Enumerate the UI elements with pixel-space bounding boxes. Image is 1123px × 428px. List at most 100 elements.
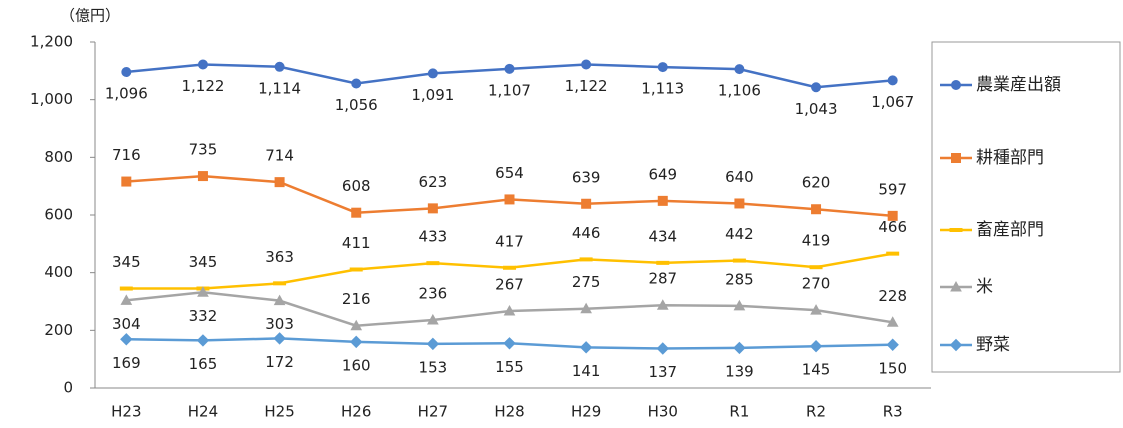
point <box>503 337 516 350</box>
point <box>733 341 746 355</box>
point <box>503 265 516 270</box>
data-label: 639 <box>572 168 601 186</box>
data-label: 270 <box>802 275 831 293</box>
point <box>350 319 363 331</box>
data-label: 640 <box>725 168 754 186</box>
point <box>887 210 898 221</box>
data-label: 216 <box>342 290 371 308</box>
point <box>886 338 899 351</box>
data-label: 417 <box>495 232 524 250</box>
point <box>503 304 516 316</box>
data-label: 1,122 <box>565 77 608 95</box>
legend-marker <box>949 228 963 232</box>
data-label: 267 <box>495 276 524 294</box>
point <box>274 61 285 72</box>
point <box>427 68 438 79</box>
x-tick-label: H26 <box>341 403 371 421</box>
point <box>811 82 822 93</box>
point <box>581 59 592 70</box>
data-label: 141 <box>572 362 601 380</box>
x-tick-label: R1 <box>729 403 749 421</box>
point <box>351 78 362 89</box>
x-tick-label: H25 <box>264 403 294 421</box>
point <box>810 304 822 315</box>
x-tick-label: H29 <box>571 403 601 421</box>
y-tick-label: 0 <box>63 379 73 397</box>
data-label: 345 <box>189 253 218 271</box>
x-tick-label: H27 <box>418 403 448 421</box>
point <box>732 258 746 263</box>
point <box>120 333 133 346</box>
x-tick-label: R2 <box>806 403 826 421</box>
y-tick-label: 1,000 <box>30 90 73 108</box>
data-label: 139 <box>725 362 754 380</box>
data-label: 735 <box>189 141 218 159</box>
point <box>197 171 208 182</box>
data-label: 1,056 <box>335 96 378 114</box>
y-tick-label: 600 <box>44 206 73 224</box>
legend-marker <box>949 338 963 352</box>
x-tick-label: H23 <box>111 403 141 421</box>
point <box>350 335 363 349</box>
point <box>119 286 133 291</box>
y-tick-label: 800 <box>44 148 73 166</box>
legend-marker <box>950 280 962 292</box>
legend-marker <box>951 153 961 163</box>
point <box>196 334 210 347</box>
data-label: 608 <box>342 177 371 195</box>
data-label: 332 <box>189 307 218 325</box>
point <box>656 260 670 265</box>
unit-label: （億円） <box>60 7 120 25</box>
point <box>581 198 592 209</box>
data-label: 714 <box>265 147 294 165</box>
point <box>734 198 745 209</box>
point <box>351 207 362 218</box>
data-label: 1,091 <box>411 86 454 104</box>
x-tick-label: H24 <box>188 403 218 421</box>
data-label: 411 <box>342 234 371 252</box>
point <box>733 299 746 311</box>
data-label: 419 <box>802 232 831 250</box>
point <box>427 203 438 214</box>
data-label: 153 <box>419 358 448 376</box>
data-label: 165 <box>189 355 218 373</box>
point <box>886 316 899 327</box>
legend-label: 米 <box>976 277 993 297</box>
legend-label: 農業産出額 <box>976 75 1061 95</box>
data-label: 236 <box>419 284 448 302</box>
data-label: 1,114 <box>258 79 301 97</box>
data-label: 1,043 <box>795 100 838 118</box>
point <box>273 281 287 286</box>
y-tick-label: 1,200 <box>30 33 73 51</box>
point <box>426 337 440 351</box>
data-label: 287 <box>648 270 677 288</box>
legend-label: 畜産部門 <box>976 220 1044 240</box>
point <box>887 75 898 86</box>
data-label: 363 <box>265 248 294 266</box>
data-label: 597 <box>878 180 907 198</box>
data-label: 654 <box>495 164 524 182</box>
legend-box <box>931 41 1121 373</box>
point <box>657 195 668 206</box>
data-label: 169 <box>112 354 141 372</box>
data-label: 446 <box>572 224 601 242</box>
point <box>273 332 286 345</box>
point <box>504 194 515 205</box>
point <box>656 342 669 355</box>
point <box>274 177 285 188</box>
point <box>120 294 133 305</box>
data-label: 303 <box>265 315 294 333</box>
data-label: 716 <box>112 146 141 164</box>
data-label: 1,106 <box>718 82 761 100</box>
point <box>579 257 593 262</box>
data-label: 1,122 <box>181 77 224 95</box>
point <box>579 341 593 354</box>
data-label: 155 <box>495 358 524 376</box>
data-label: 145 <box>802 361 831 379</box>
data-label: 275 <box>572 273 601 291</box>
data-label: 304 <box>112 315 141 333</box>
point <box>656 299 669 310</box>
data-label: 172 <box>265 353 294 371</box>
x-tick-label: R3 <box>883 403 903 421</box>
point <box>426 261 440 266</box>
